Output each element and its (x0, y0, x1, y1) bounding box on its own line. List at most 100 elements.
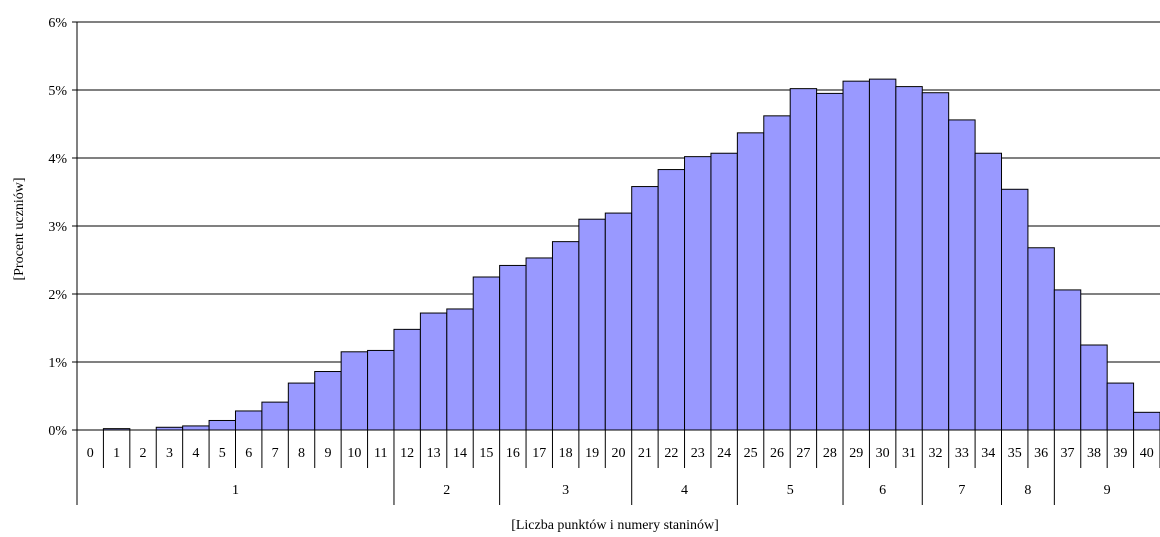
x-tick-label: 7 (272, 446, 279, 461)
bar (499, 264, 527, 431)
x-tick-label: 1 (113, 446, 120, 461)
bar (789, 88, 818, 431)
x-tick-label: 8 (298, 446, 305, 461)
x-tick-label: 28 (823, 446, 837, 461)
stanine-label: 4 (681, 483, 688, 498)
bar (578, 218, 606, 431)
x-tick-label: 0 (87, 446, 94, 461)
bar (842, 80, 870, 431)
y-tick-label: 0% (48, 424, 67, 439)
y-tick-label: 6% (48, 16, 67, 31)
x-tick-label: 25 (744, 446, 758, 461)
bar (234, 410, 263, 431)
bar (182, 425, 210, 431)
x-tick-label: 29 (849, 446, 863, 461)
bar (525, 257, 553, 431)
x-tick-label: 37 (1061, 446, 1075, 461)
bar (763, 115, 791, 431)
y-axis-label: [Procent uczniów] (12, 177, 27, 280)
bar (1133, 411, 1160, 431)
y-tick-label: 2% (48, 288, 67, 303)
bar (868, 78, 897, 431)
x-axis-label: [Liczba punktów i numery staninów] (511, 518, 719, 533)
bar (1001, 188, 1029, 431)
bar (393, 328, 421, 431)
bar (631, 186, 659, 431)
axes (72, 21, 1160, 505)
bar (736, 132, 765, 431)
x-tick-label: 18 (559, 446, 573, 461)
x-tick-label: 9 (324, 446, 331, 461)
bar (921, 92, 950, 431)
x-tick-label: 20 (612, 446, 626, 461)
x-tick-label: 38 (1087, 446, 1101, 461)
x-tick-labels: 0 1 2 3 4 5 6 7 8 9 10 11 12 13 14 15 16 17 18 19 20 21 22 23 24… (87, 446, 1154, 461)
bar (604, 212, 633, 431)
stanine-label: 2 (443, 483, 450, 498)
x-tick-label: 13 (427, 446, 441, 461)
bar (287, 382, 316, 431)
bars (102, 78, 1160, 431)
x-tick-label: 39 (1113, 446, 1127, 461)
stanine-label: 1 (232, 483, 239, 498)
bar (710, 152, 738, 431)
y-tick-label: 5% (48, 84, 67, 99)
stanine-label: 9 (1104, 483, 1111, 498)
x-tick-label: 11 (374, 446, 387, 461)
x-tick-label: 36 (1034, 446, 1048, 461)
y-tick-label: 4% (48, 152, 67, 167)
x-tick-label: 26 (770, 446, 784, 461)
bar (816, 92, 844, 431)
bar (684, 156, 712, 431)
bar (1106, 382, 1135, 431)
stanine-label: 7 (958, 483, 965, 498)
x-tick-label: 19 (585, 446, 599, 461)
bar (208, 419, 236, 431)
y-tick-label: 3% (48, 220, 67, 235)
bar (419, 312, 448, 431)
bar (367, 349, 395, 431)
x-tick-label: 33 (955, 446, 969, 461)
x-tick-label: 21 (638, 446, 652, 461)
x-tick-label: 24 (717, 446, 731, 461)
bar (1027, 247, 1055, 431)
bar (472, 276, 501, 431)
bar (446, 308, 474, 431)
x-tick-label: 4 (192, 446, 199, 461)
y-tick-labels: 0% 1% 2% 3% 4% 5% 6% (48, 16, 67, 439)
x-tick-label: 12 (400, 446, 414, 461)
x-tick-label: 23 (691, 446, 705, 461)
x-tick-label: 2 (140, 446, 147, 461)
x-tick-label: 30 (876, 446, 890, 461)
bar (551, 241, 580, 431)
bar (974, 152, 1003, 431)
x-tick-label: 14 (453, 446, 467, 461)
x-tick-label: 6 (245, 446, 252, 461)
y-tick-label: 1% (48, 356, 67, 371)
bar (314, 371, 342, 431)
x-tick-label: 17 (532, 446, 546, 461)
x-tick-label: 27 (796, 446, 810, 461)
x-tick-label: 32 (928, 446, 942, 461)
bar (948, 119, 976, 431)
bar (895, 86, 923, 431)
stanine-label: 8 (1024, 483, 1031, 498)
stanine-label: 5 (787, 483, 794, 498)
stanine-label: 6 (879, 483, 886, 498)
stanine-labels: 1 2 3 4 5 6 7 8 9 (232, 483, 1111, 498)
bar (1053, 289, 1082, 431)
x-tick-label: 3 (166, 446, 173, 461)
x-tick-label: 16 (506, 446, 520, 461)
bar (340, 351, 369, 431)
bar (657, 169, 686, 431)
x-tick-label: 40 (1140, 446, 1154, 461)
x-tick-label: 35 (1008, 446, 1022, 461)
x-tick-label: 31 (902, 446, 916, 461)
stanine-label: 3 (562, 483, 569, 498)
x-tick-label: 10 (347, 446, 361, 461)
x-tick-label: 22 (664, 446, 678, 461)
x-tick-label: 15 (479, 446, 493, 461)
bar (1080, 344, 1108, 431)
bar (261, 401, 289, 431)
